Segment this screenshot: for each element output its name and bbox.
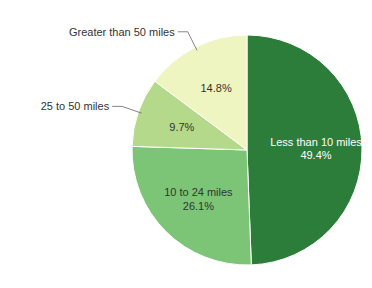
leader-line xyxy=(112,106,142,113)
slice-label: 9.7% xyxy=(169,121,194,133)
category-label: 10 to 24 miles xyxy=(164,186,233,198)
leader-line xyxy=(178,32,197,51)
labels: Less than 10 miles49.4% 10 to 24 miles 26.… xyxy=(41,26,363,212)
pie-slice xyxy=(155,35,247,150)
data-label: 26.1% xyxy=(183,200,214,212)
slice-label: 14.8% xyxy=(200,82,231,94)
slice-label: 10 to 24 miles 26.1% xyxy=(164,186,233,212)
data-label: 14.8% xyxy=(200,82,231,94)
category-label: Greater than 50 miles xyxy=(69,26,175,38)
data-label: 9.7% xyxy=(169,121,194,133)
slice-label: Less than 10 miles49.4% xyxy=(270,136,362,162)
pie xyxy=(132,35,362,265)
pie-slice xyxy=(247,35,362,265)
category-label: Less than 10 miles xyxy=(270,136,362,148)
category-label: 25 to 50 miles xyxy=(41,100,110,112)
chart: Less than 10 miles49.4% 10 to 24 miles 26.… xyxy=(0,0,372,288)
pie-slice xyxy=(132,146,251,265)
data-label: 49.4% xyxy=(300,149,331,161)
